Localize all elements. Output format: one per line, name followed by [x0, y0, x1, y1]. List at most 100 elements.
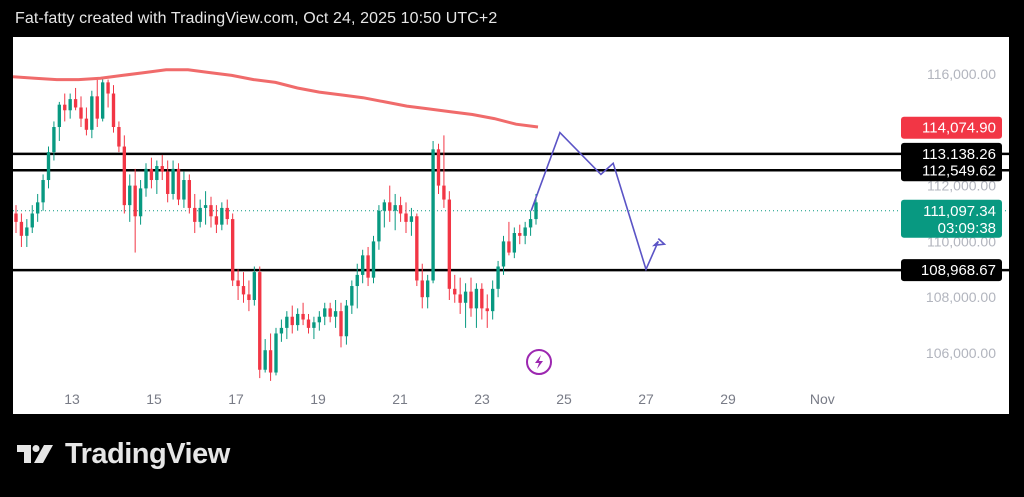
candle-body	[90, 96, 94, 130]
candle-body	[258, 272, 262, 370]
candle-body	[176, 168, 181, 200]
candle-body	[312, 322, 316, 328]
price-tag-label: 113,138.26	[922, 146, 996, 163]
candle-body	[57, 104, 62, 128]
candle-body	[41, 180, 45, 203]
candle-body	[187, 180, 192, 208]
y-tick-label: 112,000.00	[927, 178, 996, 194]
candle-body	[198, 207, 202, 222]
candle-body	[46, 152, 51, 181]
x-tick-label: 13	[64, 391, 80, 407]
candle-body	[63, 104, 67, 111]
candle-body	[35, 202, 40, 214]
candle-body	[279, 327, 284, 334]
candle-body	[138, 188, 143, 217]
candle-body	[415, 216, 419, 281]
candle-body	[209, 205, 213, 217]
price-chart[interactable]: 116,000.00112,000.00110,000.00108,000.00…	[13, 37, 1009, 414]
candle-body	[100, 82, 105, 119]
candle-body	[30, 213, 34, 228]
candle-body	[447, 199, 452, 289]
candle-body	[496, 266, 500, 289]
chart-panel[interactable]: 116,000.00 112,000.00 110,000.00 108,000.00…	[13, 37, 1009, 414]
candle-body	[344, 305, 349, 337]
candle-body	[366, 255, 370, 278]
x-tick-label: 25	[556, 391, 572, 407]
price-tag-bg	[901, 159, 1002, 182]
y-tick-label: 108,000.00	[926, 289, 996, 305]
candle-body	[518, 233, 522, 236]
candle-body	[306, 319, 311, 328]
candle-body	[490, 288, 495, 312]
candle-body	[111, 93, 116, 128]
candle-body	[274, 333, 278, 373]
candle-body	[431, 149, 435, 281]
candle-body	[534, 202, 538, 220]
candle-body	[388, 202, 392, 211]
candle-body	[453, 288, 457, 295]
candle-body	[393, 205, 397, 211]
candle-body	[165, 171, 170, 194]
candle-body	[339, 311, 343, 337]
candle-body	[323, 308, 327, 317]
candle-body	[247, 294, 251, 300]
candle-body	[317, 316, 322, 323]
price-tag: 112,549.62	[901, 159, 1002, 182]
lightning-icon[interactable]	[526, 349, 552, 375]
candle-body	[507, 241, 511, 253]
candle-body	[350, 286, 354, 306]
candle-body	[171, 168, 175, 194]
candle-body	[73, 99, 78, 108]
candle-body	[442, 185, 446, 200]
candle-body	[355, 274, 359, 287]
chart-caption: Fat-fatty created with TradingView.com, …	[15, 10, 498, 27]
projection-path[interactable]	[530, 131, 667, 272]
candle-body	[469, 291, 473, 309]
price-tag-label: 111,097.34	[923, 203, 996, 220]
candle-body	[117, 127, 121, 147]
x-tick-label: 23	[474, 391, 490, 407]
candlestick-series	[14, 76, 538, 381]
moving-average-line	[13, 68, 539, 129]
candle-body	[485, 308, 489, 312]
candle-body	[225, 207, 229, 220]
candle-body	[458, 294, 462, 303]
candle-body	[155, 166, 159, 181]
candle-body	[328, 308, 332, 317]
candle-body	[84, 118, 89, 130]
candle-body	[263, 350, 267, 370]
candle-body	[377, 210, 381, 242]
candle-body	[133, 185, 137, 217]
candle-body	[220, 207, 224, 225]
brand-name: TradingView	[65, 438, 230, 470]
candle-body	[523, 227, 527, 236]
price-tag: 114,074.90	[901, 116, 1002, 139]
candle-body	[128, 185, 132, 206]
y-tick-label: 106,000.00	[926, 345, 996, 361]
candle-body	[285, 316, 289, 328]
candle-body	[463, 291, 468, 303]
candle-body	[193, 207, 197, 222]
candle-body	[19, 221, 24, 236]
candle-body	[106, 82, 110, 94]
candle-body	[371, 241, 376, 278]
price-tag-bg	[901, 259, 1002, 282]
candle-body	[182, 180, 186, 200]
candle-body	[214, 216, 219, 225]
candle-body	[301, 313, 305, 320]
candle-body	[52, 127, 56, 153]
price-tag-label: 108,968.67	[921, 262, 996, 279]
candle-body	[398, 205, 403, 214]
candle-body	[203, 205, 208, 208]
x-tick-label: 19	[310, 391, 326, 407]
candle-body	[149, 168, 154, 181]
candle-body	[290, 316, 294, 326]
candle-body	[501, 241, 506, 267]
candle-body	[528, 219, 533, 228]
candle-body	[420, 280, 424, 298]
x-tick-label: 15	[146, 391, 162, 407]
candle-body	[382, 202, 387, 211]
price-tag-bg	[901, 116, 1002, 139]
candle-body	[25, 227, 29, 236]
candle-body	[160, 166, 164, 172]
